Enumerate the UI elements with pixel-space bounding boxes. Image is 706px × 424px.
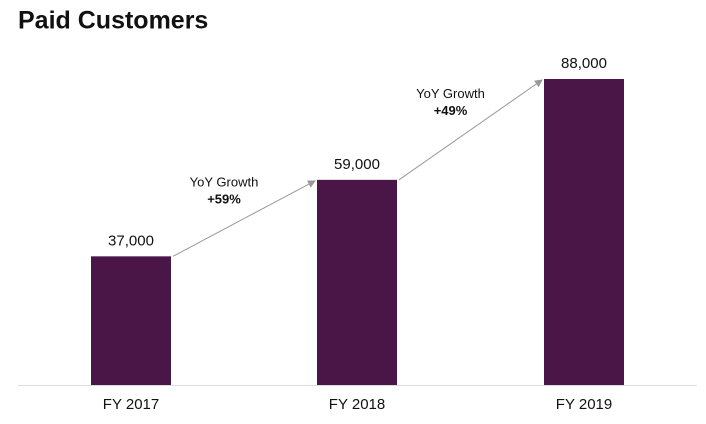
bar xyxy=(544,79,624,385)
chart-title: Paid Customers xyxy=(18,7,208,35)
x-tick-label: FY 2019 xyxy=(556,396,612,413)
x-tick-label: FY 2017 xyxy=(103,396,159,413)
growth-arrow xyxy=(172,180,316,257)
value-label: 88,000 xyxy=(561,55,607,72)
x-tick-label: FY 2018 xyxy=(329,396,385,413)
annotation-text: YoY Growth xyxy=(416,86,485,101)
bar xyxy=(317,179,397,385)
annotation-text: YoY Growth xyxy=(190,175,259,190)
value-label: 59,000 xyxy=(334,156,380,173)
annotation-value: +49% xyxy=(434,103,468,118)
value-label: 37,000 xyxy=(108,232,154,249)
annotation-value: +59% xyxy=(207,192,241,207)
bar xyxy=(91,256,171,385)
growth-arrow xyxy=(398,79,543,181)
